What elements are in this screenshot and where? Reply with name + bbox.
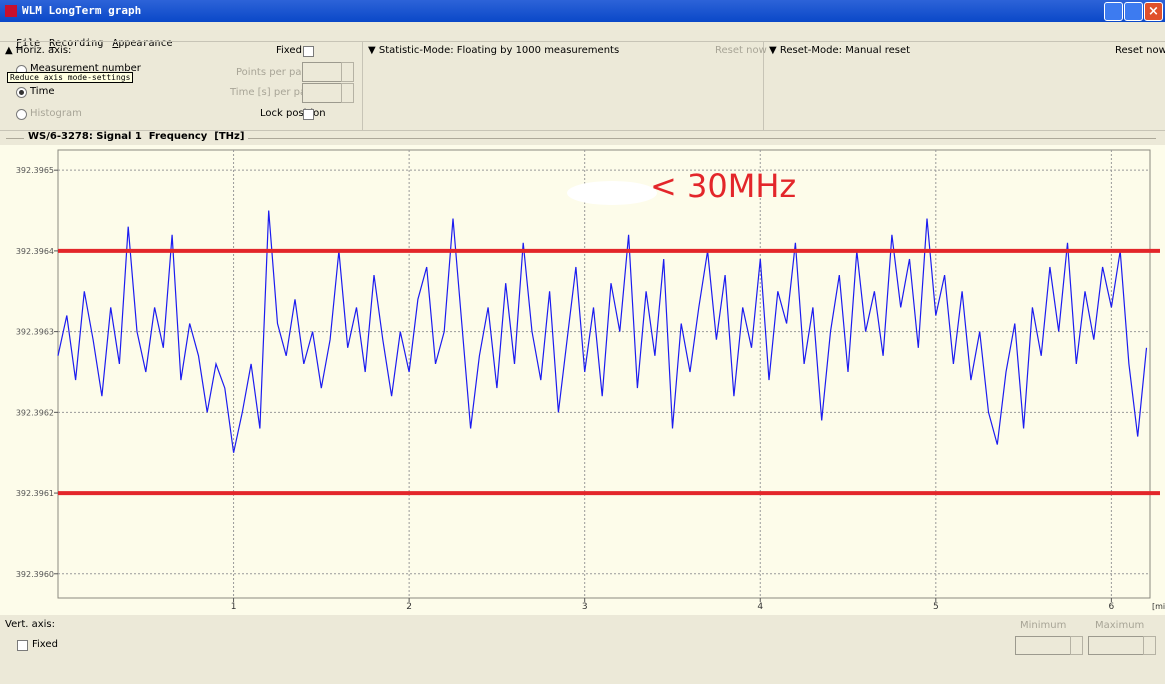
y-tick-label: 392.3965 [16,166,54,175]
x-tick-label: 1 [231,602,237,612]
x-tick-label: 2 [406,602,412,612]
x-tick-label: 5 [933,602,939,612]
radio-label[interactable]: Histogram [30,108,82,119]
panel-header: Vert. axis: [5,619,56,630]
menu-item[interactable]: Recording [49,38,104,49]
checkbox[interactable] [303,109,314,120]
reset-button[interactable]: Reset now [1115,45,1165,56]
input[interactable] [302,83,342,103]
field-label: Maximum [1095,620,1145,631]
panel-header: ▼ Statistic-Mode: Floating by 1000 measu… [368,45,620,56]
y-tick-label: 392.3962 [16,408,54,417]
radio-checked[interactable] [16,87,27,98]
header-text: Horiz. axis: [15,45,72,56]
fixed-label[interactable]: Fixed [32,639,58,650]
title-bar: WLM LongTerm graph × [0,0,1165,22]
statistic-panel: ▼ Statistic-Mode: Floating by 1000 measu… [363,41,767,130]
x-tick-label: 3 [582,602,588,612]
panel-header: ▼ Reset-Mode: Manual reset [769,45,911,56]
y-tick-label: 392.3960 [16,570,54,579]
menu-item[interactable]: File [16,38,41,49]
menu-bar: File Recording Appearance [4,27,182,49]
close-button[interactable]: × [1144,2,1163,21]
fixed-label[interactable]: Fixed [276,45,302,56]
y-tick-label: 392.3961 [16,489,54,498]
spinner[interactable] [341,83,354,103]
mode-text[interactable]: Reset-Mode: Manual reset [779,45,911,56]
input[interactable] [1015,636,1071,655]
field-label: Minimum [1020,620,1067,631]
radio[interactable] [16,109,27,120]
x-tick-label: 6 [1109,602,1115,612]
input[interactable] [302,62,342,82]
blur-patch [567,181,657,205]
horiz-panel: ▲ Horiz. axis: Measurement number Reduce… [0,41,363,130]
groove [6,138,1156,139]
maximize-button[interactable] [1124,2,1143,21]
field-label: Points per page [236,67,314,78]
chart-header: WS/6-3278: Signal 1 Frequency [THz] [0,130,1165,145]
tooltip: Reduce axis mode-settings [7,72,134,83]
x-tick-label: 4 [757,602,763,612]
signal-line [57,210,1148,453]
minimize-button[interactable] [1104,2,1123,21]
window-title: WLM LongTerm graph [22,4,142,17]
reset-panel: ▼ Reset-Mode: Manual reset Reset now [764,41,1165,130]
reset-button[interactable]: Reset now [715,45,767,56]
radio-label[interactable]: Time [30,86,55,97]
menu-item[interactable]: Appearance [112,38,173,49]
app-icon [5,5,17,17]
y-tick-label: 392.3963 [16,328,54,337]
checkbox[interactable] [303,46,314,57]
panel-header: ▲ Horiz. axis: [5,45,72,56]
spinner[interactable] [341,62,354,82]
mode-text[interactable]: Statistic-Mode: Floating by 1000 measure… [378,45,620,56]
lock-label[interactable]: Lock position [260,108,326,119]
chart: 392.3965 392.3964 392.3963 392.3962 392.3961… [0,145,1165,615]
chart-background [0,145,1165,615]
x-axis-label: [min] [1152,602,1165,611]
plot-frame [57,149,1151,599]
input[interactable] [1088,636,1144,655]
annotation: < 30MHz [650,167,796,205]
y-tick-label: 392.3964 [16,247,54,256]
spinner[interactable] [1143,636,1156,655]
spinner[interactable] [1070,636,1083,655]
radio-label[interactable]: Measurement number [30,63,141,74]
checkbox[interactable] [17,640,28,651]
chart-title: WS/6-3278: Signal 1 Frequency [THz] [24,131,249,142]
